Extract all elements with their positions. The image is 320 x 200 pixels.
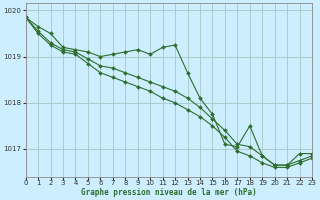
X-axis label: Graphe pression niveau de la mer (hPa): Graphe pression niveau de la mer (hPa) (81, 188, 257, 197)
